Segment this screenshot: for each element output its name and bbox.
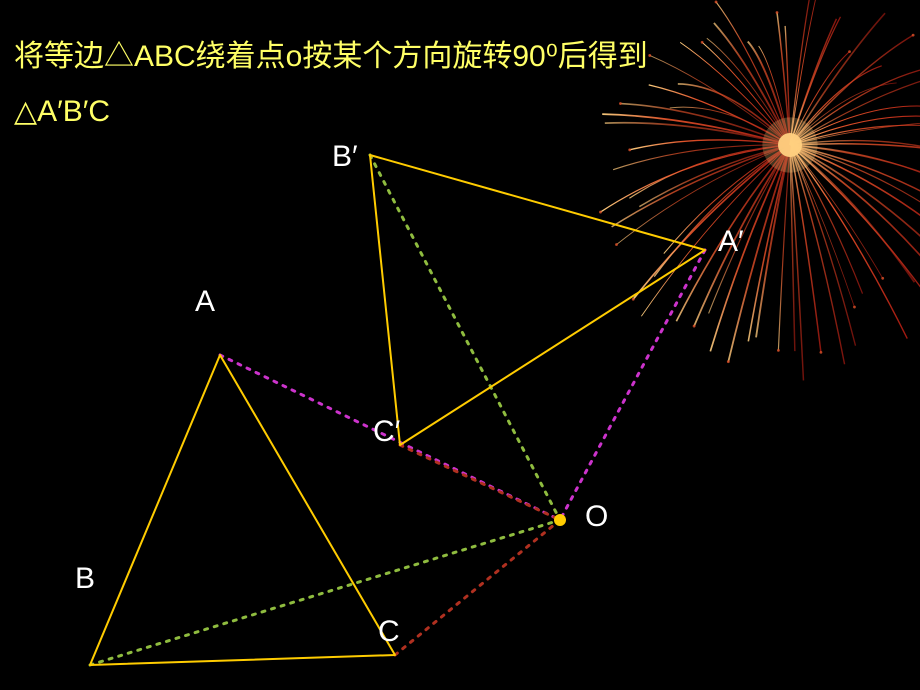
problem-text-line2: △A′B′C (14, 89, 110, 134)
problem-text-line1: 将等边△ABC绕着点o按某个方向旋转90⁰后得到 (14, 34, 648, 79)
label-O: O (585, 500, 608, 534)
label-B: B (75, 562, 95, 596)
geometry-figure (0, 0, 920, 690)
label-A: A (195, 285, 215, 319)
label-C: C (378, 615, 400, 649)
label-B-prime: B′ (332, 140, 358, 174)
label-C-prime: C′ (373, 415, 400, 449)
label-A-prime: A′ (718, 225, 744, 259)
slide-stage: 将等边△ABC绕着点o按某个方向旋转90⁰后得到 △A′B′C A B C A′… (0, 0, 920, 690)
